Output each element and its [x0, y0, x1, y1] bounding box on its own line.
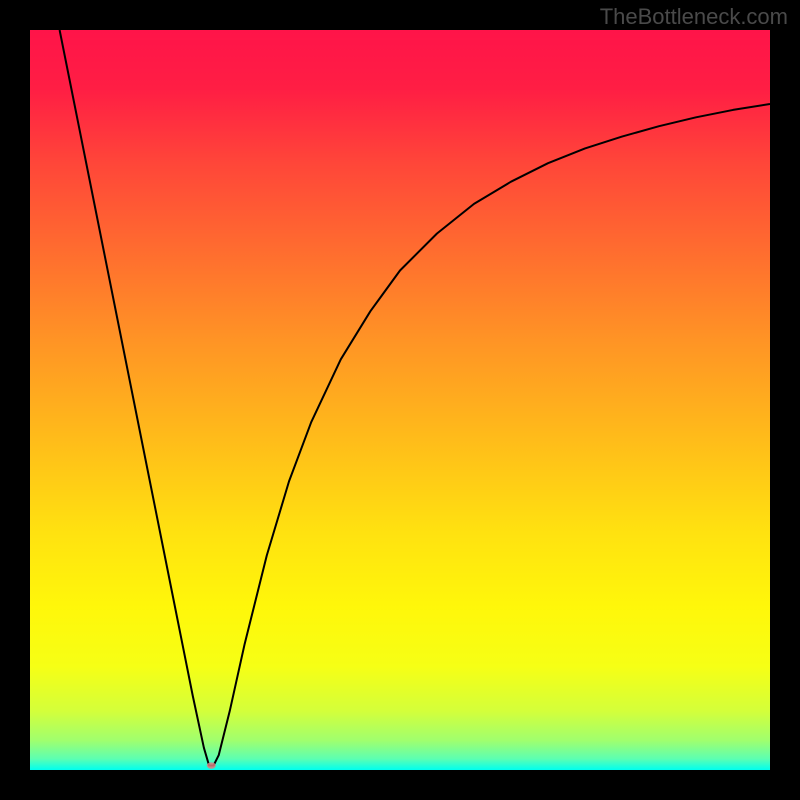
plot-svg: [30, 30, 770, 770]
plot-area: [30, 30, 770, 770]
watermark-text: TheBottleneck.com: [600, 4, 788, 30]
plot-background: [30, 30, 770, 770]
minimum-marker: [207, 762, 216, 768]
chart-container: TheBottleneck.com: [0, 0, 800, 800]
